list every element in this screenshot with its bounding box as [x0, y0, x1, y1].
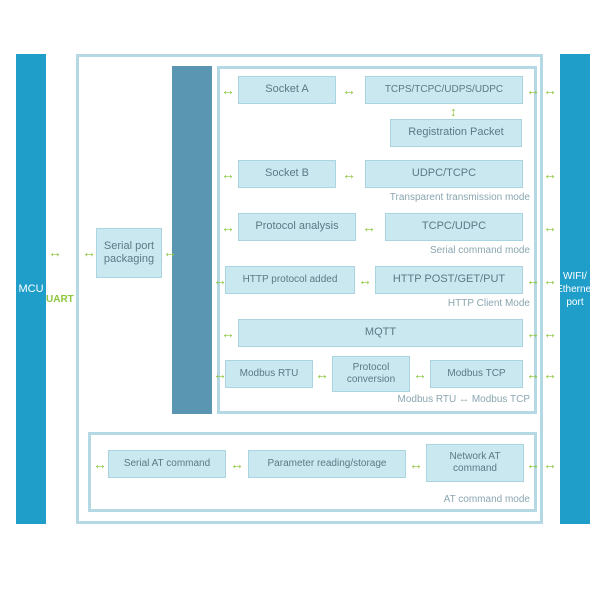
wifi-bar: WIFI/ Ethernet port: [560, 54, 590, 524]
mqtt: MQTT: [238, 319, 523, 347]
arrow-icon: [526, 272, 540, 288]
network-at-command: Network AT command: [426, 444, 524, 482]
mcu-bar: MCU: [16, 54, 46, 524]
socket-a: Socket A: [238, 76, 336, 104]
arrow-icon: [526, 82, 540, 98]
registration-packet: Registration Packet: [390, 119, 522, 147]
dark-block: [172, 66, 212, 414]
parameter-reading-storage: Parameter reading/storage: [248, 450, 406, 478]
arrow-icon: [543, 166, 557, 182]
modbus-mode-label: Modbus RTU ↔ Modbus TCP: [330, 394, 530, 405]
arrow-icon: [230, 456, 244, 472]
serial-port-packaging: Serial port packaging: [96, 228, 162, 278]
arrow-icon: [221, 82, 235, 98]
socket-b: Socket B: [238, 160, 336, 188]
arrow-icon: [221, 219, 235, 235]
arrow-icon: [362, 219, 376, 235]
arrow-icon: [526, 456, 540, 472]
arrow-icon: [543, 219, 557, 235]
http-protocol-added: HTTP protocol added: [225, 266, 355, 294]
http-methods: HTTP POST/GET/PUT: [375, 266, 523, 294]
arrow-icon: [543, 325, 557, 341]
modbus-rtu: Modbus RTU: [225, 360, 313, 388]
transparent-mode-label: Transparent transmission mode: [330, 192, 530, 203]
modbus-tcp: Modbus TCP: [430, 360, 523, 388]
arrow-icon: [221, 166, 235, 182]
arrow-icon: [413, 366, 427, 382]
serial-cmd-mode-label: Serial command mode: [380, 245, 530, 256]
arrow-icon: [450, 104, 457, 119]
arrow-icon: [213, 272, 227, 288]
arrow-icon: [526, 325, 540, 341]
tcpc-udpc: TCPC/UDPC: [385, 213, 523, 241]
arrow-icon: [358, 272, 372, 288]
arrow-icon: [213, 366, 227, 382]
tcps-row: TCPS/TCPC/UDPS/UDPC: [365, 76, 523, 104]
arrow-icon: [82, 244, 96, 260]
arrow-icon: [93, 456, 107, 472]
arrow-icon: [543, 366, 557, 382]
arrow-icon: [543, 272, 557, 288]
arrow-icon: [526, 366, 540, 382]
http-mode-label: HTTP Client Mode: [380, 298, 530, 309]
arrow-icon: [342, 82, 356, 98]
uart-label: UART: [46, 294, 74, 305]
arrow-icon: [543, 82, 557, 98]
arrow-icon: [163, 244, 177, 260]
at-mode-label: AT command mode: [380, 494, 530, 505]
arrow-icon: [543, 456, 557, 472]
arrow-icon: [409, 456, 423, 472]
protocol-analysis: Protocol analysis: [238, 213, 356, 241]
arrow-icon: [342, 166, 356, 182]
arrow-icon: [221, 325, 235, 341]
serial-at-command: Serial AT command: [108, 450, 226, 478]
arrow-icon: [315, 366, 329, 382]
protocol-conversion: Protocol conversion: [332, 356, 410, 392]
arrow-icon: [48, 244, 62, 260]
udpc-tcpc: UDPC/TCPC: [365, 160, 523, 188]
